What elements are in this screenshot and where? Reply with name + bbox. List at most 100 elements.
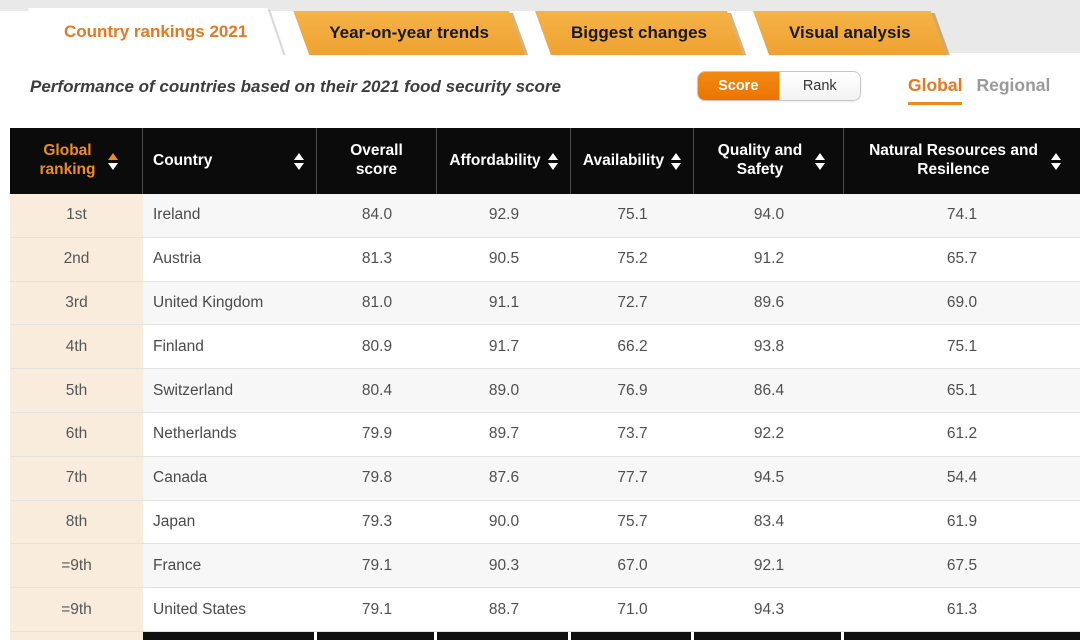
- table-row: =9th France 79.1 90.3 67.0 92.1 67.5: [10, 544, 1080, 589]
- sort-desc-icon: [671, 162, 682, 170]
- country-cell: Canada: [153, 469, 208, 487]
- table-header-row: Global ranking Country Overall score Aff…: [10, 128, 1080, 194]
- country-cell: Ireland: [153, 206, 201, 224]
- quality-safety-cell: 89.6: [753, 293, 785, 311]
- country-cell: United Kingdom: [153, 293, 264, 311]
- overall-score-cell: 79.1: [361, 600, 393, 618]
- natural-resources-cell: 69.0: [946, 293, 978, 311]
- sort-desc-icon: [1050, 162, 1061, 170]
- column-header-natural-resources[interactable]: Natural Resources and Resilence: [844, 128, 1080, 194]
- overall-score-cell: 80.4: [361, 381, 393, 399]
- availability-cell: 77.7: [617, 469, 648, 487]
- sort-icon: [547, 152, 558, 170]
- column-header-overall-score[interactable]: Overall score: [317, 128, 437, 194]
- column-header-affordability-label: Affordability: [449, 151, 541, 169]
- availability-cell: 75.7: [617, 512, 648, 530]
- column-header-country-label: Country: [153, 151, 213, 169]
- affordability-cell: 89.7: [488, 425, 520, 443]
- rank-cell: =9th: [10, 588, 143, 631]
- table-body: 1st Ireland 84.0 92.9 75.1 94.0 74.1 2nd…: [10, 194, 1080, 632]
- affordability-cell: 90.3: [488, 556, 520, 574]
- availability-cell: 72.7: [617, 293, 648, 311]
- next-header-segment: [437, 632, 568, 640]
- sub-header: Performance of countries based on their …: [0, 55, 1080, 128]
- natural-resources-cell: 74.1: [946, 206, 978, 224]
- sort-asc-icon: [1050, 152, 1061, 160]
- affordability-cell: 90.5: [488, 250, 520, 268]
- affordability-cell: 91.1: [488, 293, 520, 311]
- quality-safety-cell: 86.4: [753, 381, 785, 399]
- availability-cell: 73.7: [617, 425, 648, 443]
- quality-safety-cell: 83.4: [753, 512, 785, 530]
- country-cell: Austria: [153, 250, 202, 268]
- overall-score-cell: 80.9: [361, 337, 393, 355]
- table-row: 5th Switzerland 80.4 89.0 76.9 86.4 65.1: [10, 369, 1080, 413]
- table-row: 7th Canada 79.8 87.6 77.7 94.5 54.4: [10, 456, 1080, 501]
- sort-icon: [815, 152, 825, 170]
- sort-asc-icon: [671, 152, 682, 160]
- natural-resources-cell: 61.9: [946, 512, 978, 530]
- natural-resources-cell: 67.5: [946, 556, 978, 574]
- tab-country-rankings[interactable]: Country rankings 2021: [28, 8, 283, 55]
- natural-resources-cell: 54.4: [946, 469, 978, 487]
- column-header-affordability[interactable]: Affordability: [437, 128, 571, 194]
- sort-asc-icon: [294, 152, 304, 160]
- quality-safety-cell: 94.5: [753, 469, 785, 487]
- column-header-country[interactable]: Country: [143, 128, 317, 194]
- rank-cell: 6th: [10, 412, 143, 456]
- next-header-cutoff: [143, 632, 1080, 640]
- column-header-quality-and-safety-label: Quality and Safety: [717, 142, 803, 178]
- page-title: Performance of countries based on their …: [30, 77, 561, 96]
- country-cell: Netherlands: [153, 425, 237, 443]
- next-header-segment: [317, 632, 434, 640]
- availability-cell: 75.1: [617, 206, 648, 224]
- rank-cell: 1st: [10, 194, 143, 237]
- rank-cell: =9th: [10, 544, 143, 588]
- score-rank-toggle: Score Rank: [697, 71, 861, 101]
- rank-cell: 4th: [10, 325, 143, 369]
- tabs: Country rankings 2021 Year-on-year trend…: [28, 8, 947, 55]
- score-toggle-button[interactable]: Score: [698, 72, 779, 100]
- regional-scope-link[interactable]: Regional: [976, 75, 1051, 95]
- natural-resources-cell: 65.1: [946, 381, 978, 399]
- overall-score-cell: 79.9: [361, 425, 393, 443]
- tab-bar-top-strip: [0, 0, 1080, 11]
- sort-icon: [671, 152, 682, 170]
- availability-cell: 71.0: [617, 600, 648, 618]
- overall-score-cell: 79.8: [361, 469, 393, 487]
- sort-asc-icon: [107, 152, 118, 160]
- natural-resources-cell: 61.3: [946, 600, 978, 618]
- rank-cell: 7th: [10, 456, 143, 500]
- table-row: 2nd Austria 81.3 90.5 75.2 91.2 65.7: [10, 237, 1080, 282]
- tab-biggest-changes[interactable]: Biggest changes: [535, 11, 743, 55]
- rank-cell: 3rd: [10, 281, 143, 325]
- column-header-quality-and-safety[interactable]: Quality and Safety: [694, 128, 844, 194]
- next-header-segment: [694, 632, 841, 640]
- overall-score-cell: 84.0: [361, 206, 393, 224]
- table-row: 4th Finland 80.9 91.7 66.2 93.8 75.1: [10, 325, 1080, 370]
- sort-desc-icon: [815, 162, 825, 170]
- sort-icon: [1050, 152, 1061, 170]
- rank-cell: 2nd: [10, 237, 143, 281]
- column-header-global-ranking-label: Global ranking: [39, 142, 96, 178]
- quality-safety-cell: 92.1: [753, 556, 785, 574]
- table-row: =9th United States 79.1 88.7 71.0 94.3 6…: [10, 588, 1080, 632]
- country-cell: Finland: [153, 337, 204, 355]
- country-cell: Switzerland: [153, 381, 234, 399]
- sort-desc-icon: [294, 162, 304, 170]
- column-header-global-ranking[interactable]: Global ranking: [10, 128, 143, 194]
- availability-cell: 67.0: [617, 556, 648, 574]
- rank-cell: 5th: [10, 369, 143, 412]
- column-header-availability[interactable]: Availability: [571, 128, 694, 194]
- rank-toggle-button[interactable]: Rank: [778, 72, 860, 100]
- next-header-segment: [844, 632, 1080, 640]
- quality-safety-cell: 94.3: [753, 600, 785, 618]
- global-scope-link[interactable]: Global: [908, 75, 963, 105]
- sort-icon: [107, 152, 118, 170]
- overall-score-cell: 81.3: [361, 250, 393, 268]
- tab-year-on-year-trends[interactable]: Year-on-year trends: [293, 11, 525, 55]
- column-header-availability-label: Availability: [582, 151, 665, 169]
- quality-safety-cell: 94.0: [753, 206, 785, 224]
- affordability-cell: 89.0: [488, 381, 520, 399]
- tab-visual-analysis[interactable]: Visual analysis: [753, 11, 947, 55]
